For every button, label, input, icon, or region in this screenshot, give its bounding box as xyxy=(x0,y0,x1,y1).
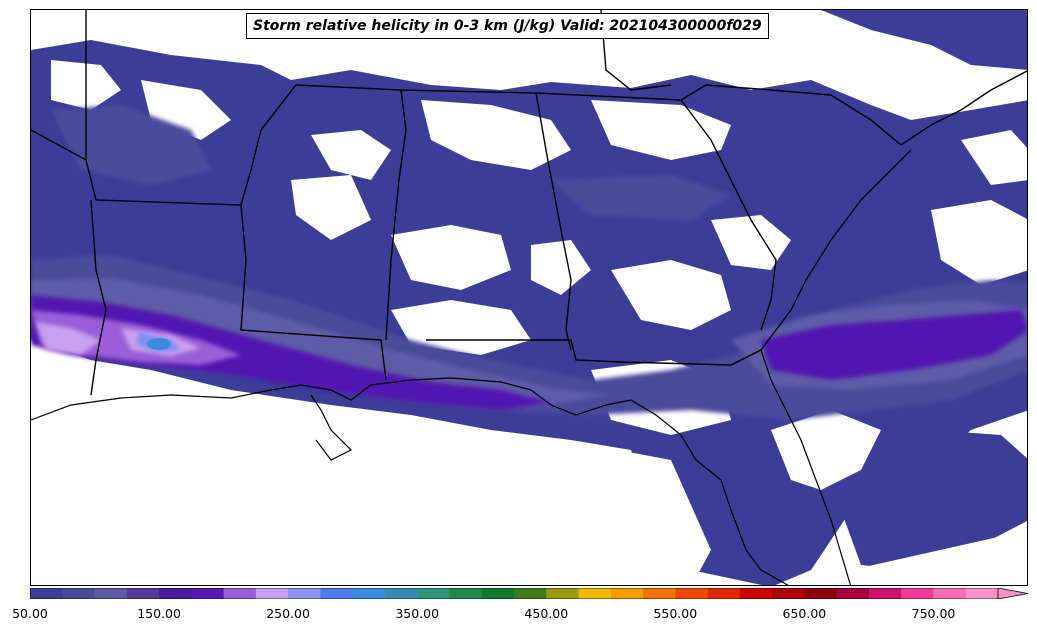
colorbar-extend-arrow xyxy=(997,588,1028,599)
colorbar-tick-label: 750.00 xyxy=(911,606,956,621)
colorbar-segment xyxy=(514,588,547,599)
colorbar-tick-label: 450.00 xyxy=(524,606,569,621)
map-canvas xyxy=(31,10,1027,585)
colorbar xyxy=(30,588,1028,599)
colorbar-tick-label: 250.00 xyxy=(266,606,310,621)
colorbar-segment xyxy=(320,588,354,599)
colorbar-tick-label: 350.00 xyxy=(395,606,440,621)
colorbar-segment xyxy=(384,588,418,599)
colorbar-segment xyxy=(901,588,934,599)
colorbar-segment xyxy=(352,588,386,599)
state-borders xyxy=(31,10,1027,396)
colorbar-segment xyxy=(223,588,257,599)
colorbar-segment xyxy=(868,588,902,599)
colorbar-tick-label: 150.00 xyxy=(137,606,181,621)
colorbar-segment xyxy=(772,588,805,599)
contour-layer-8 xyxy=(147,338,171,350)
colorbar-segment xyxy=(62,588,96,599)
colorbar-segment xyxy=(578,588,612,599)
colorbar-segment xyxy=(610,588,644,599)
colorbar-segment xyxy=(255,588,289,599)
colorbar-tick-label: 550.00 xyxy=(653,606,698,621)
colorbar-segment xyxy=(288,588,321,599)
colorbar-segment xyxy=(417,588,450,599)
colorbar-segment xyxy=(933,588,967,599)
colorbar-segment xyxy=(546,588,580,599)
colorbar-segment xyxy=(707,588,741,599)
colorbar-segment xyxy=(449,588,483,599)
map-title: Storm relative helicity in 0-3 km (J/kg)… xyxy=(246,13,769,39)
colorbar-segment xyxy=(643,588,676,599)
colorbar-segment xyxy=(191,588,225,599)
map-panel xyxy=(30,9,1028,586)
colorbar-segment xyxy=(836,588,870,599)
colorbar-segment xyxy=(30,588,63,599)
colorbar-segment xyxy=(126,588,160,599)
colorbar-segment xyxy=(94,588,128,599)
coastline xyxy=(31,149,912,585)
colorbar-segment xyxy=(481,588,515,599)
colorbar-segment xyxy=(965,588,999,599)
colorbar-tick-label: 50.00 xyxy=(12,606,48,621)
colorbar-segment xyxy=(804,588,838,599)
colorbar-segment xyxy=(159,588,192,599)
colorbar-segment xyxy=(675,588,709,599)
contour-layer-4 xyxy=(31,295,1027,410)
colorbar-segment xyxy=(739,588,773,599)
colorbar-tick-label: 650.00 xyxy=(782,606,827,621)
below-threshold-areas xyxy=(31,60,1027,585)
